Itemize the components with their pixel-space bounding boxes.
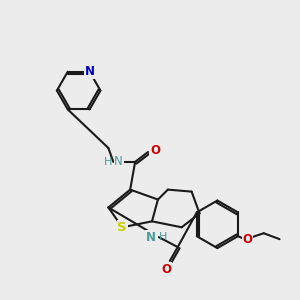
Text: H: H (159, 232, 167, 242)
Text: O: O (243, 233, 253, 246)
Text: S: S (117, 221, 127, 234)
Text: H: H (104, 157, 112, 167)
Text: N: N (85, 65, 94, 78)
Text: N: N (114, 155, 123, 168)
Text: N: N (146, 231, 156, 244)
Text: O: O (162, 263, 172, 276)
Text: O: O (150, 145, 160, 158)
